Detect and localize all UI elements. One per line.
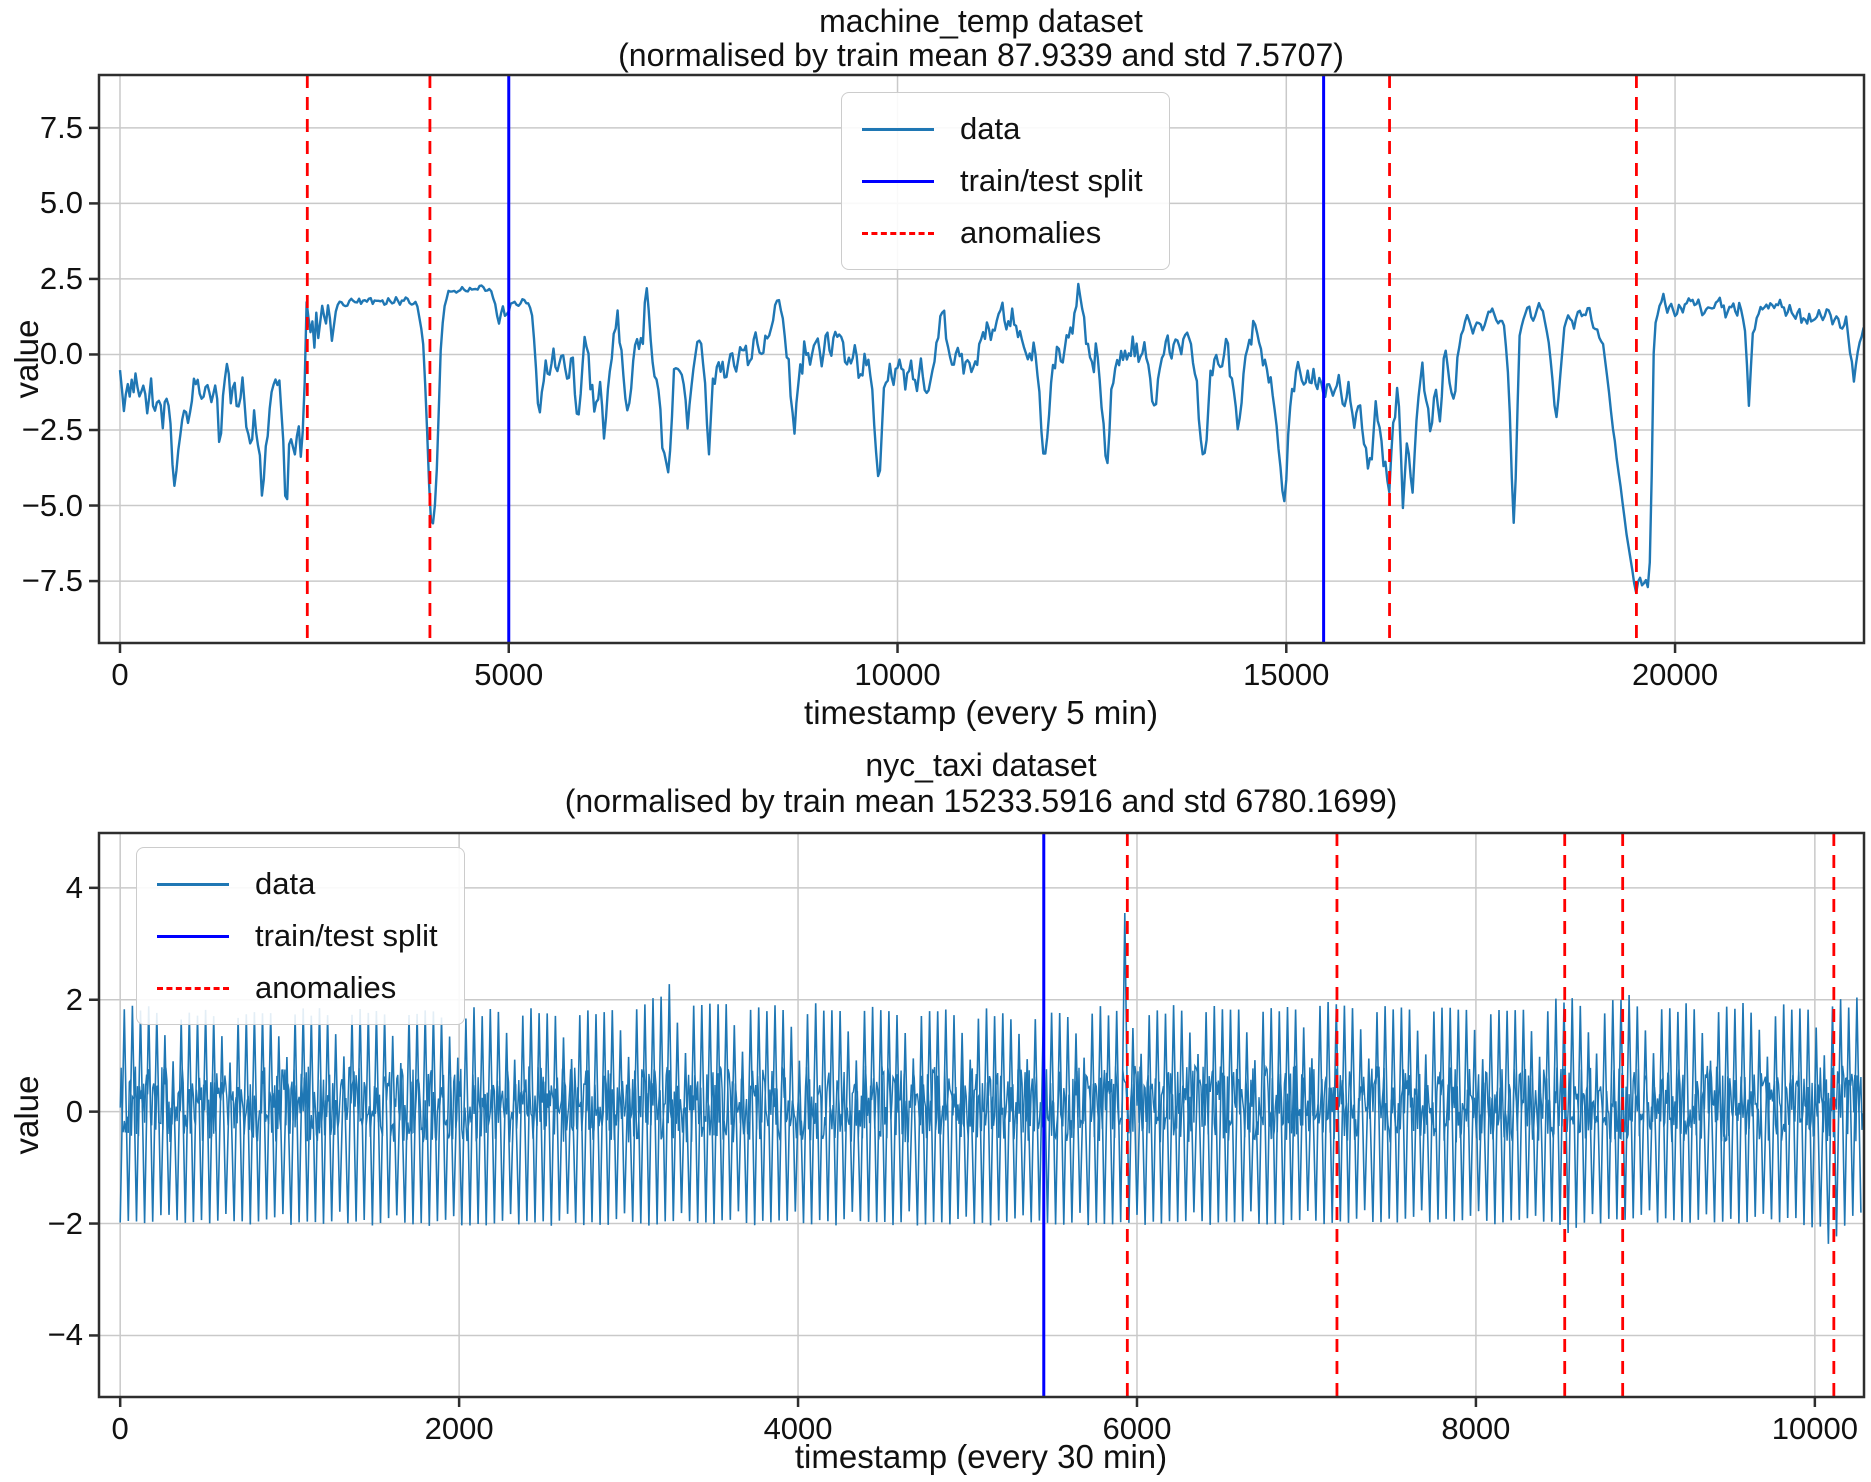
machine-temp-title: machine_temp dataset [819,3,1143,39]
anomaly-line-swatch [862,231,934,235]
machine-temp-xlabel: timestamp (every 5 min) [804,694,1158,731]
legend-item-data: data [862,103,1143,155]
axes-spines [97,831,1866,1399]
y-tick-label: 4 [65,869,83,905]
y-tick-label: 0.0 [39,336,83,372]
x-tick-label: 0 [111,1411,129,1446]
nyc-taxi-ylabel: value [8,1075,45,1155]
legend-label-data: data [960,111,1021,146]
x-tick-label: 2000 [424,1411,494,1446]
machine-temp-plot [89,73,1866,653]
legend-label-split: train/test split [255,918,438,953]
legend-item-anomalies: anomalies [862,207,1143,259]
legend-label-anomalies: anomalies [960,215,1102,250]
y-tick-label: −5.0 [21,487,83,523]
legend-item-anomalies: anomalies [157,962,438,1014]
legend-label-anomalies: anomalies [255,970,397,1005]
anomaly-line-swatch [157,986,229,990]
y-tick-label: −2 [47,1205,83,1241]
split-line-swatch [157,934,229,938]
legend-item-train-test-split: train/test split [157,910,438,962]
machine-temp-subtitle: (normalised by train mean 87.9339 and st… [618,37,1344,73]
x-tick-label: 15000 [1243,657,1330,692]
legend-label-split: train/test split [960,163,1143,198]
x-tick-label: 6000 [1102,1411,1172,1446]
y-tick-label: 0 [65,1093,83,1129]
nyc-taxi-plot [89,831,1866,1407]
y-tick-label: −7.5 [21,563,83,599]
legend-label-data: data [255,866,316,901]
nyc-taxi-xlabel: timestamp (every 30 min) [794,1438,1168,1475]
x-tick-label: 20000 [1631,657,1719,692]
nyc-taxi-subtitle: (normalised by train mean 15233.5916 and… [564,783,1398,819]
data-line-swatch [157,882,229,886]
legend-item-data: data [157,858,438,910]
data-line-swatch [862,127,934,131]
y-tick-label: 2.5 [39,260,83,296]
y-tick-label: 7.5 [39,109,83,145]
data-series-line [118,282,1864,595]
x-tick-label: 0 [111,657,129,692]
y-tick-label: 2 [65,981,83,1017]
x-tick-label: 5000 [474,657,544,692]
split-line-swatch [862,179,934,183]
nyc-taxi-title: nyc_taxi dataset [865,747,1097,783]
x-tick-label: 8000 [1441,1411,1511,1446]
axes-spines [97,73,1866,645]
y-tick-label: 5.0 [39,185,83,221]
y-tick-label: −2.5 [21,412,83,447]
x-tick-label: 10000 [1771,1411,1858,1446]
legend-item-train-test-split: train/test split [862,155,1143,207]
data-series-midband [119,1063,1864,1143]
y-tick-label: −4 [47,1317,83,1353]
legend-nyc-taxi: data train/test split anomalies [136,847,465,1025]
x-tick-label: 10000 [854,657,941,692]
legend-machine-temp: data train/test split anomalies [841,92,1170,270]
x-tick-label: 4000 [763,1411,833,1446]
